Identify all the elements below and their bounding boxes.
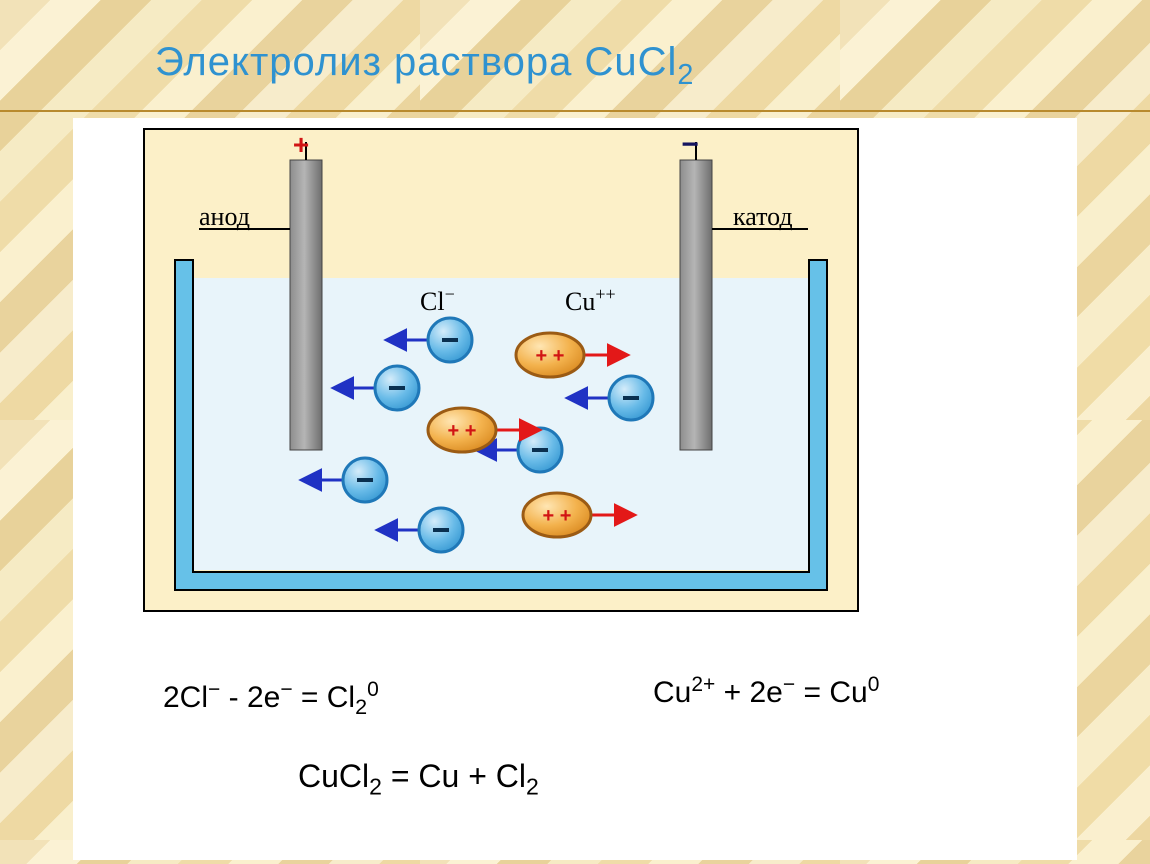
- top-border-rule: [0, 110, 1150, 112]
- title-subscript: 2: [677, 59, 694, 91]
- anode-sign: +: [293, 130, 309, 160]
- svg-text:+ +: + +: [543, 505, 572, 527]
- slide-title: Электролиз раствора CuCl2: [155, 40, 694, 92]
- anode-label: анод: [199, 202, 250, 231]
- cathode-half-reaction: Cu2+ + 2e− = Cu0: [653, 673, 879, 710]
- content-panel: +−анодкатодCl−Cu++ + + + + + + 2Cl−: [73, 118, 1077, 860]
- overall-reaction: CuCl2 = Cu + Cl2: [298, 758, 539, 800]
- svg-text:+ +: + +: [536, 345, 565, 367]
- title-text: Электролиз раствора CuCl: [155, 40, 677, 84]
- solution: [193, 278, 809, 570]
- cathode-electrode: [680, 160, 712, 450]
- anode-electrode: [290, 160, 322, 450]
- svg-text:+ +: + +: [448, 420, 477, 442]
- anode-half-reaction: 2Cl− - 2e− = Cl20: [163, 678, 379, 720]
- cathode-sign: −: [681, 130, 699, 161]
- electrolysis-diagram: +−анодкатодCl−Cu++ + + + + + +: [143, 128, 859, 612]
- cathode-label: катод: [733, 202, 793, 231]
